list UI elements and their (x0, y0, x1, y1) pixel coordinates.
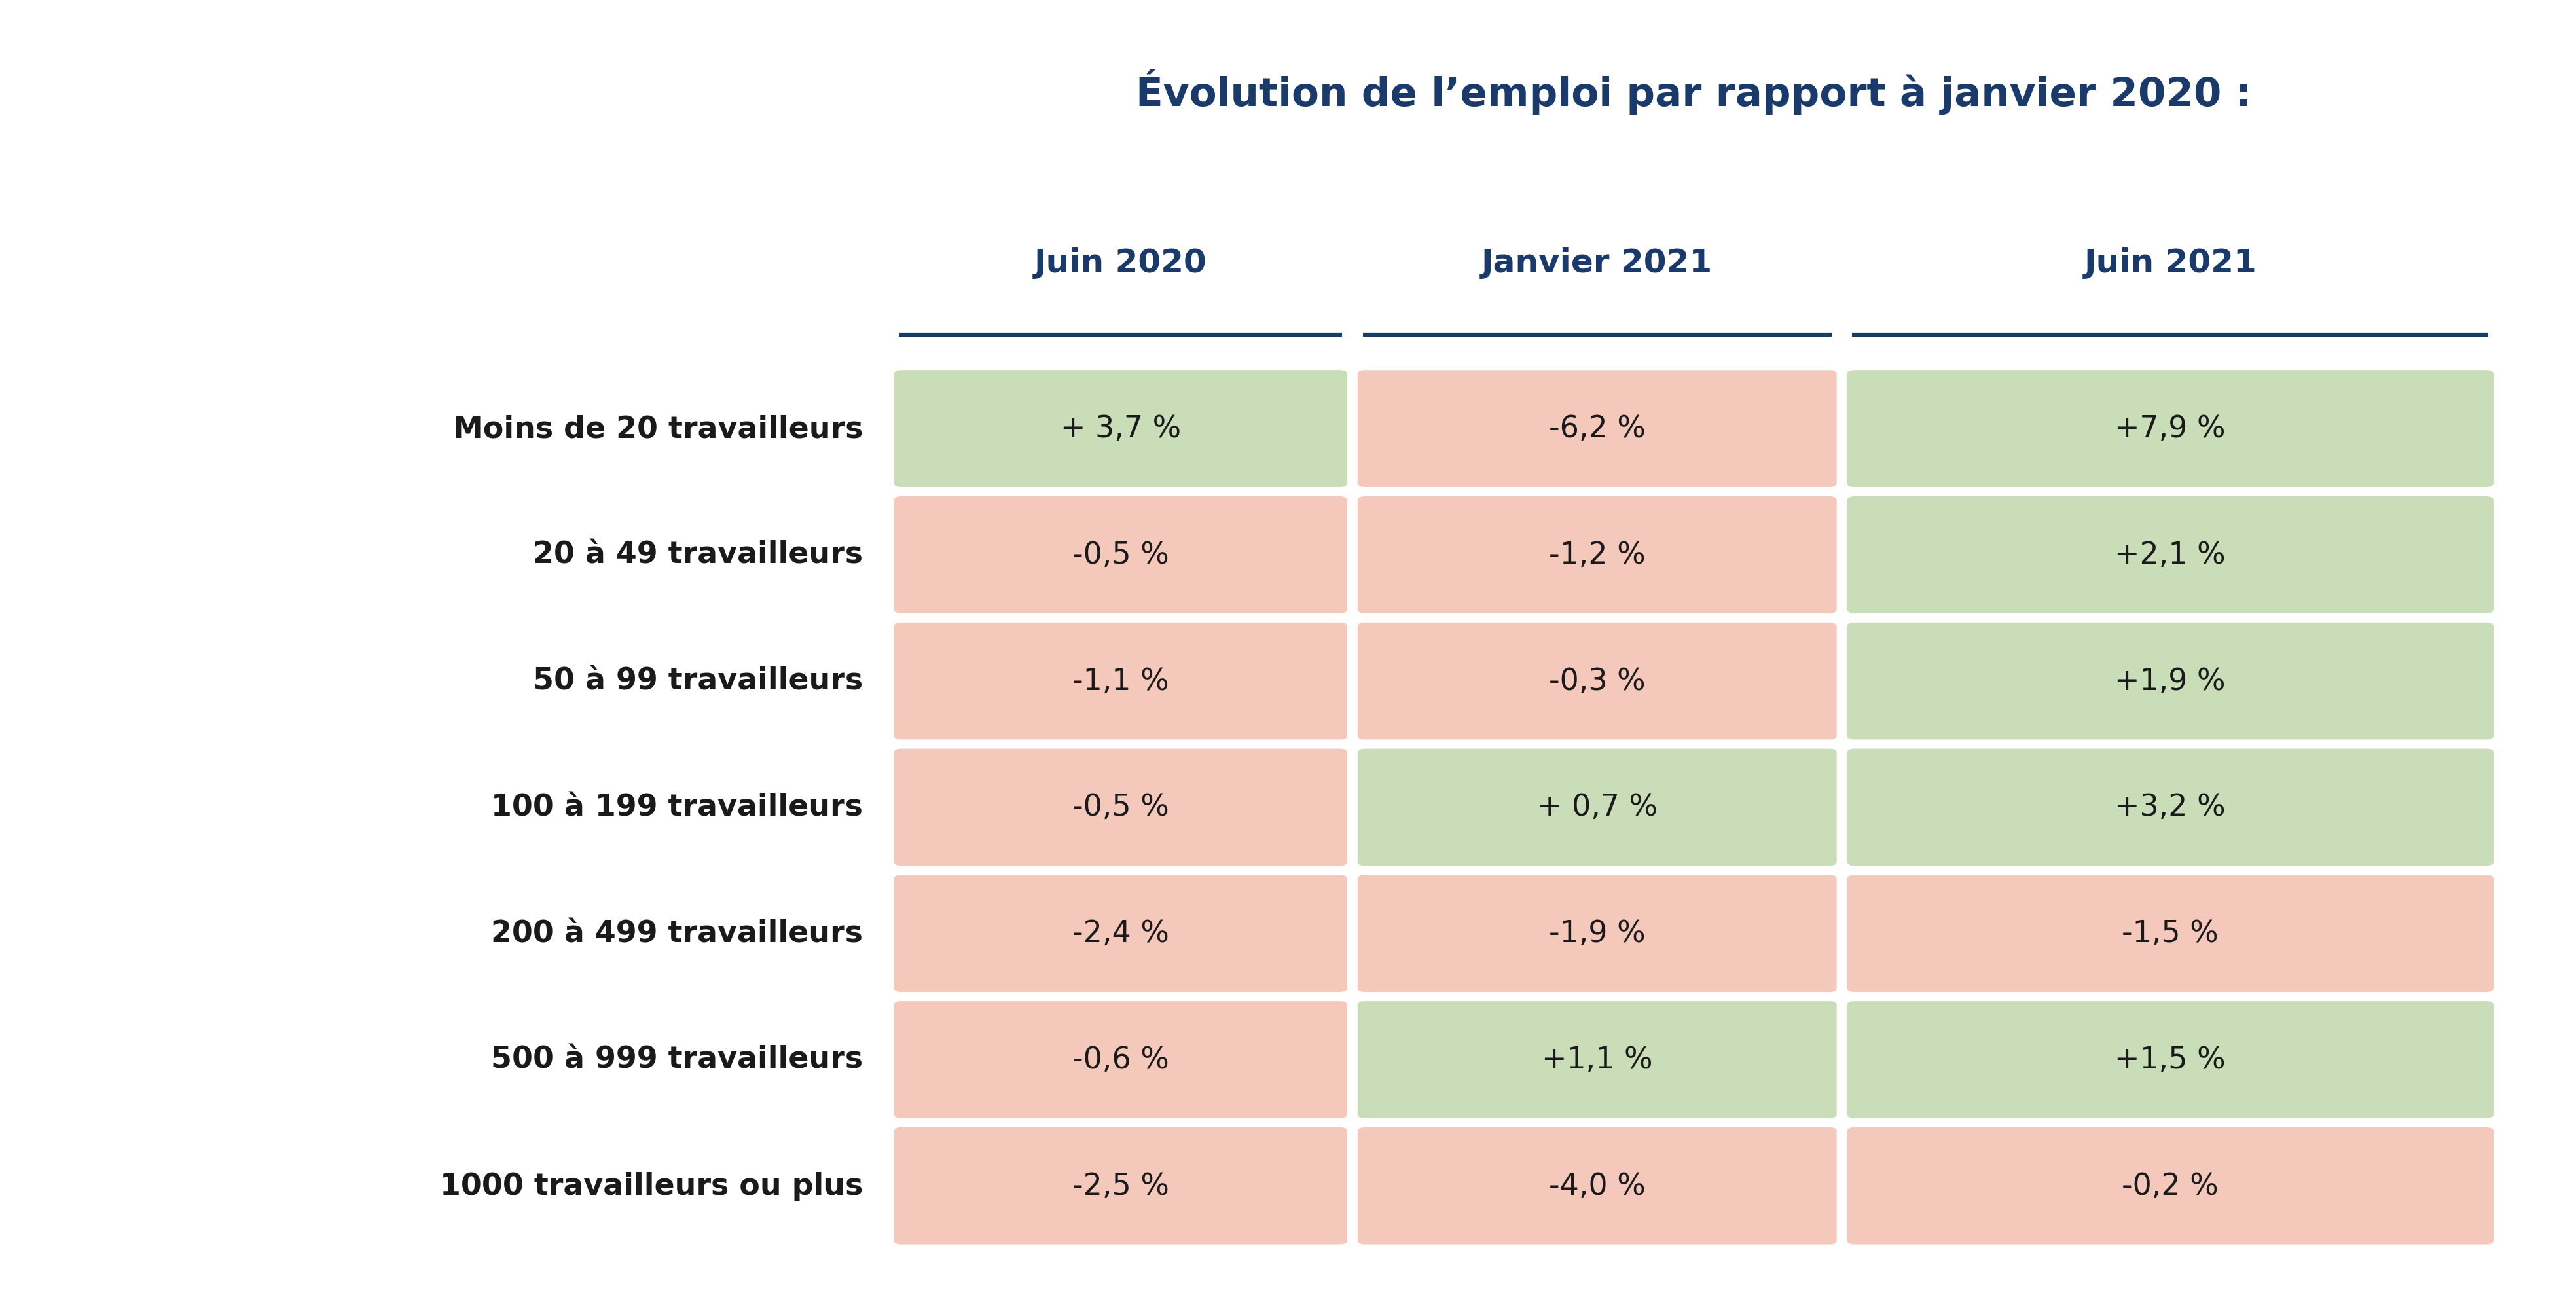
Text: +1,1 %: +1,1 % (1540, 1045, 1654, 1075)
FancyBboxPatch shape (1847, 1001, 2494, 1118)
Text: +3,2 %: +3,2 % (2115, 792, 2226, 823)
Text: +7,9 %: +7,9 % (2115, 414, 2226, 444)
Text: -0,2 %: -0,2 % (2123, 1171, 2218, 1201)
Text: 500 à 999 travailleurs: 500 à 999 travailleurs (492, 1045, 863, 1075)
Text: +1,9 %: +1,9 % (2115, 666, 2226, 696)
Text: -1,2 %: -1,2 % (1548, 540, 1646, 570)
Text: 200 à 499 travailleurs: 200 à 499 travailleurs (492, 918, 863, 949)
Text: -0,5 %: -0,5 % (1072, 540, 1170, 570)
Text: -0,5 %: -0,5 % (1072, 792, 1170, 823)
Text: -2,4 %: -2,4 % (1072, 918, 1170, 949)
Text: + 3,7 %: + 3,7 % (1061, 414, 1180, 444)
FancyBboxPatch shape (894, 371, 1347, 487)
Text: 100 à 199 travailleurs: 100 à 199 travailleurs (492, 792, 863, 823)
FancyBboxPatch shape (894, 623, 1347, 740)
FancyBboxPatch shape (1847, 371, 2494, 487)
Text: -1,9 %: -1,9 % (1548, 918, 1646, 949)
FancyBboxPatch shape (894, 1127, 1347, 1244)
FancyBboxPatch shape (1358, 1127, 1837, 1244)
Text: Janvier 2021: Janvier 2021 (1481, 247, 1713, 279)
FancyBboxPatch shape (894, 497, 1347, 614)
FancyBboxPatch shape (1847, 875, 2494, 992)
FancyBboxPatch shape (1847, 1127, 2494, 1244)
Text: Évolution de l’emploi par rapport à janvier 2020 :: Évolution de l’emploi par rapport à janv… (1136, 70, 2251, 114)
Text: -4,0 %: -4,0 % (1548, 1171, 1646, 1201)
FancyBboxPatch shape (1847, 749, 2494, 866)
FancyBboxPatch shape (1358, 623, 1837, 740)
Text: 20 à 49 travailleurs: 20 à 49 travailleurs (533, 540, 863, 570)
FancyBboxPatch shape (1847, 497, 2494, 614)
Text: Juin 2020: Juin 2020 (1033, 247, 1208, 279)
FancyBboxPatch shape (1358, 875, 1837, 992)
Text: +1,5 %: +1,5 % (2115, 1045, 2226, 1075)
FancyBboxPatch shape (894, 749, 1347, 866)
Text: 1000 travailleurs ou plus: 1000 travailleurs ou plus (440, 1171, 863, 1201)
Text: Juin 2021: Juin 2021 (2084, 247, 2257, 279)
Text: Moins de 20 travailleurs: Moins de 20 travailleurs (453, 414, 863, 444)
Text: -6,2 %: -6,2 % (1548, 414, 1646, 444)
FancyBboxPatch shape (1358, 371, 1837, 487)
FancyBboxPatch shape (1358, 749, 1837, 866)
Text: -0,6 %: -0,6 % (1072, 1045, 1170, 1075)
Text: -1,5 %: -1,5 % (2123, 918, 2218, 949)
FancyBboxPatch shape (1358, 1001, 1837, 1118)
Text: 50 à 99 travailleurs: 50 à 99 travailleurs (533, 666, 863, 696)
FancyBboxPatch shape (1847, 623, 2494, 740)
FancyBboxPatch shape (894, 1001, 1347, 1118)
Text: -2,5 %: -2,5 % (1072, 1171, 1170, 1201)
FancyBboxPatch shape (1358, 497, 1837, 614)
Text: -0,3 %: -0,3 % (1548, 666, 1646, 696)
Text: +2,1 %: +2,1 % (2115, 540, 2226, 570)
Text: + 0,7 %: + 0,7 % (1538, 792, 1656, 823)
Text: -1,1 %: -1,1 % (1072, 666, 1170, 696)
FancyBboxPatch shape (894, 875, 1347, 992)
